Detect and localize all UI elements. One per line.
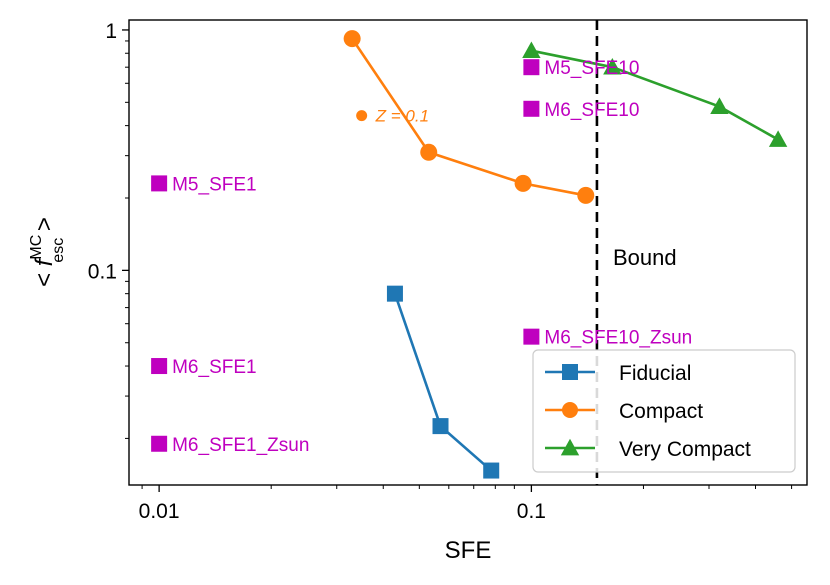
y-tick-label: 0.1 xyxy=(88,260,117,283)
run-label: M6_SFE1_Zsun xyxy=(172,435,309,456)
y-axis-label-group: < fMC esc > xyxy=(28,217,67,287)
y-label-prefix: < xyxy=(31,266,58,287)
legend-fiducial-label: Fiducial xyxy=(619,362,691,385)
legend: Fiducial Compact Very Compact xyxy=(532,349,796,473)
x-tick-label: 0.1 xyxy=(517,500,546,523)
z-note-dot xyxy=(356,110,368,122)
run-marker xyxy=(151,358,168,375)
fiducial-point xyxy=(483,462,500,479)
legend-fiducial-marker xyxy=(562,364,578,380)
plot-frame xyxy=(128,19,808,486)
very-compact-point xyxy=(768,130,788,147)
z-note-label: Z = 0.1 xyxy=(375,107,429,126)
annotation-group: M5_SFE1 M6_SFE1 M6_SFE1_Zsun M5_SFE10 M6_SFE… xyxy=(151,58,692,456)
bound-label: Bound xyxy=(613,245,677,270)
axes-group: 0.01 0.1 0.1 1 xyxy=(88,20,793,523)
x-axis-label: SFE xyxy=(445,537,492,564)
legend-compact-label: Compact xyxy=(619,400,703,423)
compact-series-line xyxy=(351,37,587,197)
y-tick-label: 1 xyxy=(105,20,117,43)
compact-point xyxy=(343,30,361,48)
legend-very-compact-label: Very Compact xyxy=(619,438,751,461)
compact-point xyxy=(577,186,595,204)
x-tick-label: 0.01 xyxy=(139,500,180,523)
legend-very-compact-marker xyxy=(560,438,580,456)
run-marker xyxy=(151,435,168,452)
run-marker xyxy=(523,328,540,345)
run-marker xyxy=(151,175,168,192)
fiducial-point xyxy=(386,285,403,302)
run-label: M6_SFE10 xyxy=(544,100,639,121)
run-label: M6_SFE1 xyxy=(172,357,256,378)
series-group xyxy=(343,30,788,479)
y-axis-label: < fMC esc > xyxy=(28,217,67,287)
legend-box xyxy=(532,349,796,473)
compact-point xyxy=(514,174,532,192)
y-label-var: f xyxy=(31,257,58,266)
run-label: M5_SFE1 xyxy=(172,174,256,195)
very-compact-series-line xyxy=(531,49,779,141)
compact-point xyxy=(420,143,438,161)
y-label-sub: esc xyxy=(50,238,67,263)
legend-compact-marker xyxy=(562,402,578,418)
very-compact-point xyxy=(522,41,541,59)
very-compact-point xyxy=(710,97,729,114)
run-marker xyxy=(523,100,540,117)
very-compact-point xyxy=(603,57,622,75)
run-label: M5_SFE10 xyxy=(544,58,639,79)
run-marker xyxy=(523,59,540,76)
fiducial-point xyxy=(432,418,449,435)
y-label-sup: MC xyxy=(28,235,45,260)
run-label: M6_SFE10_Zsun xyxy=(544,328,692,349)
y-label-suffix: > xyxy=(31,217,58,238)
